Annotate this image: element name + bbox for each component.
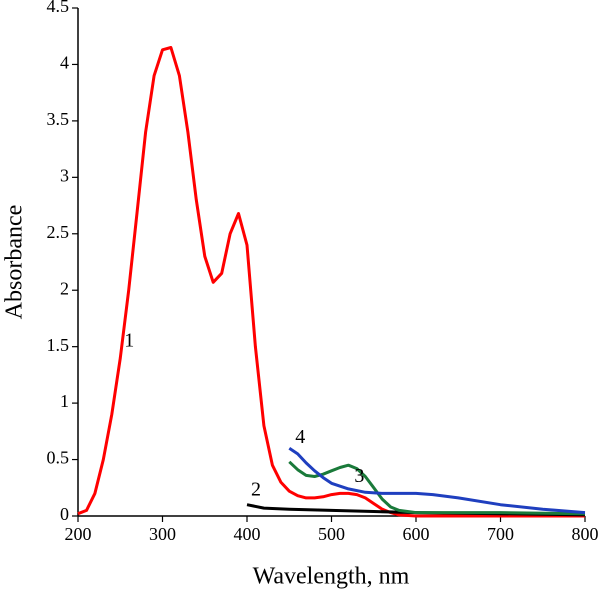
y-tick-label: 3 <box>60 165 69 185</box>
x-tick-label: 400 <box>234 524 261 544</box>
y-axis-title: Absorbance <box>2 205 28 320</box>
x-axis-title: Wavelength, nm <box>253 564 410 590</box>
y-tick-label: 2.5 <box>47 222 70 242</box>
x-tick-label: 800 <box>572 524 599 544</box>
x-tick-label: 500 <box>318 524 345 544</box>
series-line <box>288 460 586 516</box>
series-line <box>288 447 586 515</box>
x-tick-label: 200 <box>65 524 92 544</box>
y-tick-label: 0.5 <box>47 448 70 468</box>
y-tick-label: 4 <box>60 53 69 73</box>
y-tick-label: 0 <box>60 504 69 524</box>
x-tick-label: 700 <box>487 524 514 544</box>
x-tick-label: 300 <box>149 524 176 544</box>
y-tick-label: 2 <box>60 278 69 298</box>
y-tick-label: 4.5 <box>47 0 70 16</box>
x-tick-label: 600 <box>403 524 430 544</box>
series-label: 2 <box>251 478 261 500</box>
series-line <box>77 46 585 518</box>
y-tick-label: 1 <box>60 391 69 411</box>
series-label: 3 <box>354 465 364 487</box>
y-tick-label: 1.5 <box>47 335 70 355</box>
series-label: 1 <box>124 330 134 352</box>
y-tick-label: 3.5 <box>47 109 70 129</box>
series-label: 4 <box>295 426 305 448</box>
